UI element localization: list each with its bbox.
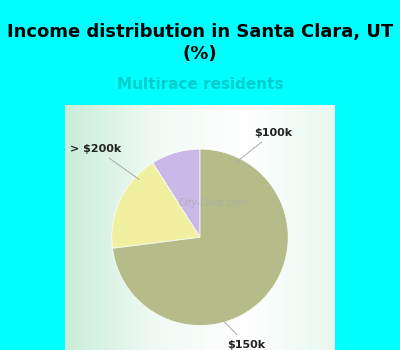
Text: Income distribution in Santa Clara, UT
(%): Income distribution in Santa Clara, UT (… [7,23,393,63]
Text: Multirace residents: Multirace residents [117,77,283,92]
Wedge shape [153,149,200,237]
Wedge shape [112,163,200,248]
Text: City-Data.com: City-Data.com [179,198,248,208]
Text: $150k: $150k [224,321,266,350]
Text: > $200k: > $200k [70,144,139,179]
Text: $100k: $100k [236,128,292,162]
Wedge shape [112,149,288,326]
